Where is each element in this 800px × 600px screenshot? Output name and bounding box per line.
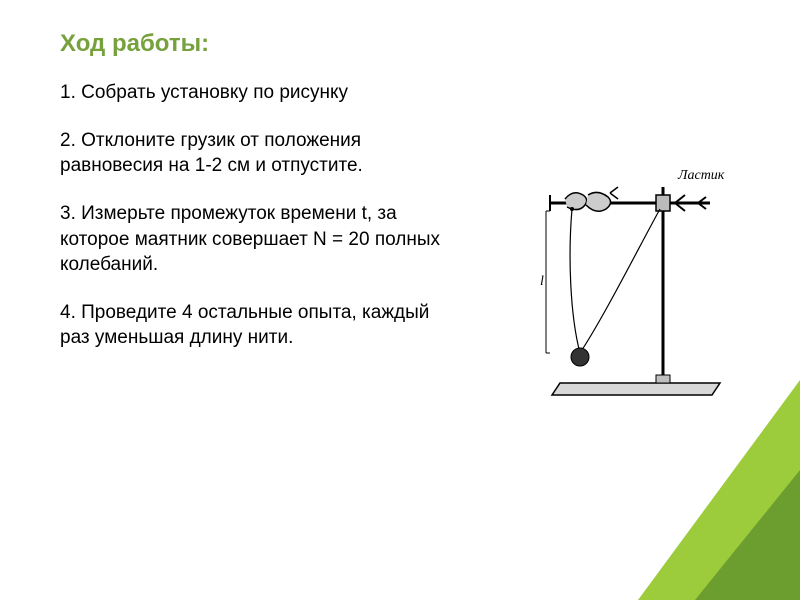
length-bracket [546,211,550,353]
clamp-assembly [550,187,710,211]
pendulum-figure: Ластик [510,165,730,410]
pendulum-string [570,209,580,353]
step-2: 2. Отклоните грузик от положения равнове… [60,128,460,179]
slide-title: Ход работы: [60,30,740,58]
corner-accent [600,380,800,600]
slide: Ход работы: 1. Собрать установку по рису… [0,0,800,600]
length-label: l [540,274,544,289]
step-4: 4. Проведите 4 остальные опыта, каждый р… [60,300,460,351]
stand-base [552,383,720,395]
step-1: 1. Собрать установку по рисунку [60,80,460,106]
rod-collar [656,375,670,383]
figure-label: Ластик [677,168,725,183]
pendulum-bob [571,348,589,366]
pendulum-svg: Ластик [510,165,730,410]
accent-triangle-dark [695,470,800,600]
step-3: 3. Измерьте промежуток времени t, за кот… [60,201,460,278]
accent-triangle-light [638,380,800,600]
pendulum-string-loop [580,209,660,353]
